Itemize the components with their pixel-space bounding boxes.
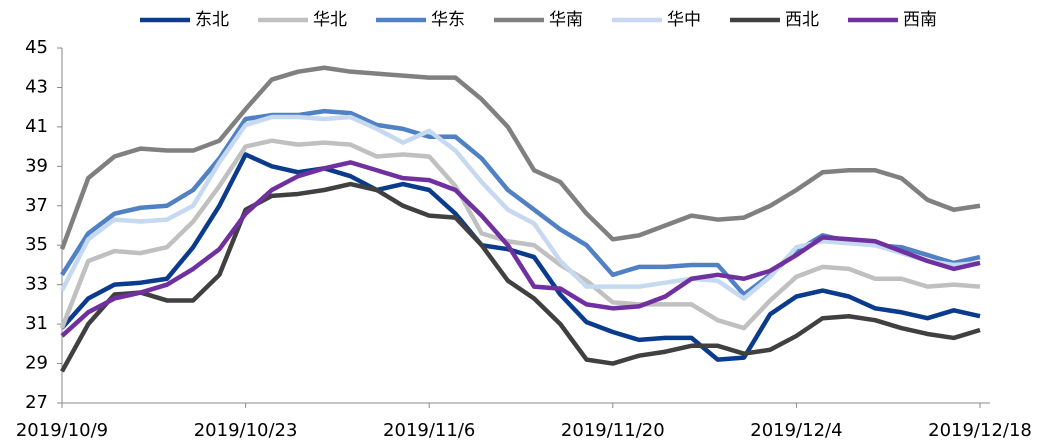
x-tick-label: 2019/10/23	[194, 420, 298, 441]
y-tick-label: 43	[25, 76, 48, 97]
legend-label: 华东	[431, 10, 465, 30]
legend-label: 华南	[549, 10, 583, 30]
x-tick-label: 2019/11/6	[383, 420, 475, 441]
series-line	[59, 138, 981, 331]
y-tick-label: 27	[25, 392, 48, 413]
legend-label: 西北	[785, 10, 819, 30]
series-line	[60, 152, 981, 362]
series-line	[59, 114, 981, 301]
y-tick-label: 45	[25, 37, 48, 58]
y-tick-label: 31	[25, 313, 48, 334]
y-tick-label: 35	[25, 234, 48, 255]
series-line	[59, 65, 981, 250]
legend-label: 华中	[667, 10, 701, 30]
y-tick-label: 29	[25, 353, 48, 374]
series-line	[60, 160, 981, 338]
series-line	[60, 181, 981, 373]
y-tick-label: 37	[25, 195, 48, 216]
x-tick-label: 2019/12/18	[928, 420, 1032, 441]
x-tick-label: 2019/10/9	[16, 420, 108, 441]
y-tick-label: 39	[25, 155, 48, 176]
legend-label: 东北	[195, 10, 229, 30]
y-tick-label: 33	[25, 274, 48, 295]
y-tick-label: 41	[25, 116, 48, 137]
x-tick-label: 2019/11/20	[561, 420, 665, 441]
legend-label: 西南	[903, 10, 937, 30]
legend-label: 华北	[313, 10, 347, 30]
x-tick-label: 2019/12/4	[750, 420, 842, 441]
